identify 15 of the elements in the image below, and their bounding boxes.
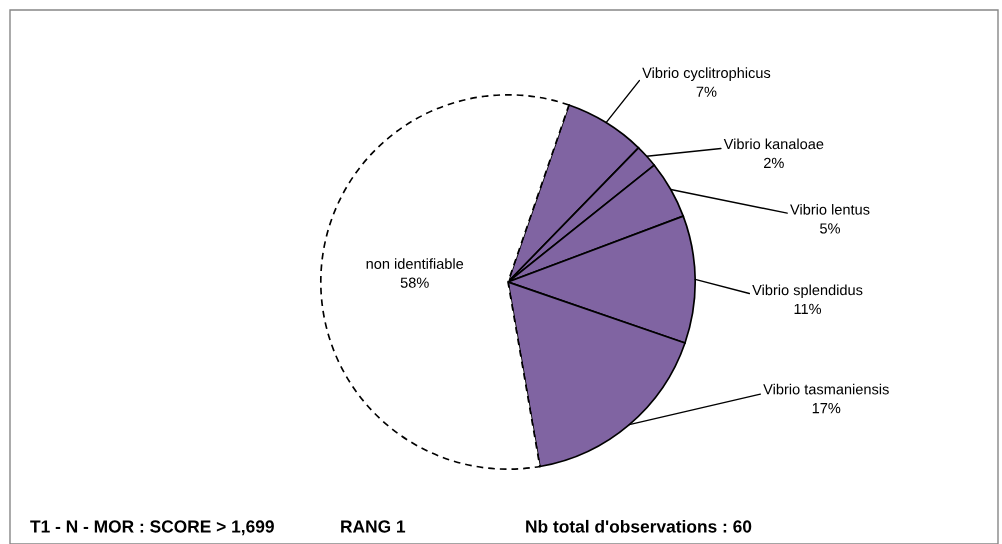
slice-label: Vibrio tasmaniensis bbox=[763, 383, 889, 395]
data-label: 5% bbox=[820, 223, 840, 234]
data-label: 58% bbox=[400, 277, 429, 288]
data-label: 11% bbox=[794, 303, 822, 315]
data-label: 2% bbox=[764, 157, 784, 168]
slice-label: Vibrio cyclitrophicus bbox=[642, 67, 771, 81]
data-label: 17% bbox=[812, 403, 841, 414]
text: Nb total d'observations : 60 bbox=[526, 519, 752, 533]
text: RANG 1 bbox=[341, 520, 406, 533]
slice-label: non identifiable bbox=[366, 258, 464, 269]
slice-label: Vibrio lentus bbox=[790, 203, 870, 215]
text: T1 - N - MOR : SCORE > 1,699 bbox=[30, 520, 274, 536]
slice-label: Vibrio kanaloae bbox=[723, 138, 824, 150]
slice-label: Vibrio splendidus bbox=[752, 284, 863, 299]
data-label: 7% bbox=[696, 86, 717, 97]
